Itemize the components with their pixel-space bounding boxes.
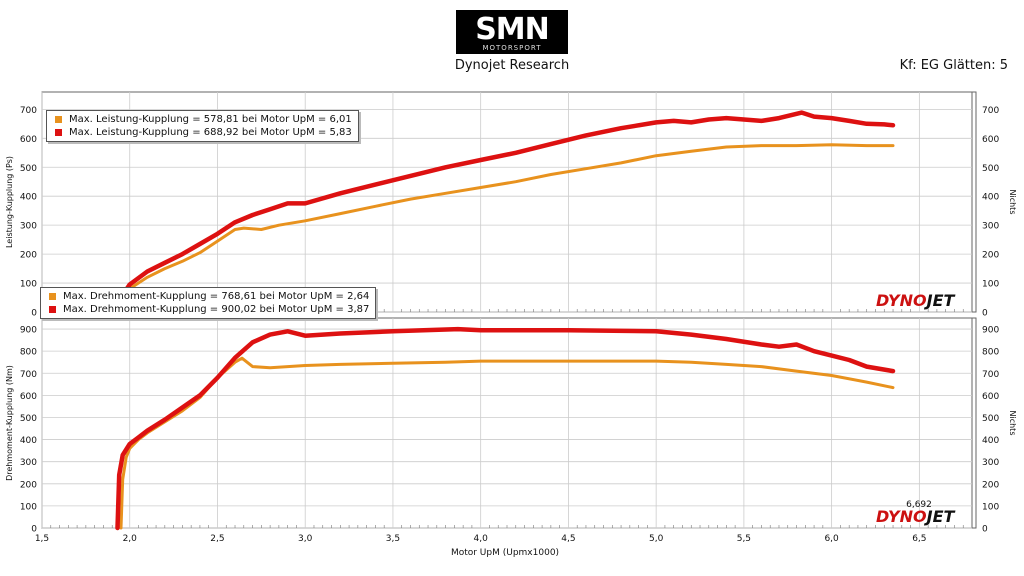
x-tick-label: 6,5 (912, 534, 926, 544)
y-tick-label: 300 (20, 458, 37, 468)
y-tick-label: 0 (31, 309, 37, 319)
y-tick-label-right: 200 (982, 480, 999, 490)
y-tick-label: 600 (20, 392, 37, 402)
y-tick-label: 900 (20, 326, 37, 336)
legend-entry: Max. Leistung-Kupplung = 578,81 bei Moto… (55, 113, 352, 126)
y-axis-label-right: Nichts (1008, 190, 1017, 215)
y-tick-label-right: 600 (982, 135, 999, 145)
chart-subtitle: Dynojet Research (454, 58, 570, 73)
power-legend: Max. Leistung-Kupplung = 578,81 bei Moto… (46, 110, 359, 142)
legend-swatch (49, 293, 56, 300)
y-tick-label: 200 (20, 480, 37, 490)
x-tick-label: 4,5 (561, 534, 575, 544)
y-tick-label-right: 900 (982, 326, 999, 336)
y-tick-label-right: 0 (982, 309, 988, 319)
legend-text: Max. Leistung-Kupplung = 578,81 bei Moto… (69, 114, 352, 125)
y-tick-label-right: 800 (982, 348, 999, 358)
legend-text: Max. Drehmoment-Kupplung = 900,02 bei Mo… (63, 304, 370, 315)
y-tick-label: 300 (20, 222, 37, 232)
x-tick-label: 3,5 (386, 534, 400, 544)
x-tick-label: 2,5 (210, 534, 224, 544)
y-tick-label-right: 100 (982, 502, 999, 512)
y-tick-label-right: 200 (982, 251, 999, 261)
legend-entry: Max. Drehmoment-Kupplung = 900,02 bei Mo… (49, 303, 369, 316)
y-tick-label: 200 (20, 251, 37, 261)
legend-swatch (55, 129, 62, 136)
y-tick-label: 800 (20, 348, 37, 358)
legend-entry: Max. Drehmoment-Kupplung = 768,61 bei Mo… (49, 290, 369, 303)
dynojet-watermark: DYNOJET (876, 507, 956, 526)
series-line-2 (115, 326, 896, 531)
dynojet-watermark: DYNOJET (876, 291, 956, 310)
series-line-1 (119, 143, 895, 302)
x-tick-label: 3,0 (298, 534, 313, 544)
plot-area-1 (41, 317, 973, 529)
smn-motorsport-logo: SMN MOTORSPORT (456, 10, 568, 54)
y-tick-label: 500 (20, 414, 37, 424)
series-line-2 (118, 110, 896, 300)
y-tick-label-right: 400 (982, 436, 999, 446)
y-tick-label-right: 500 (982, 414, 999, 424)
y-axis-label: Leistung-Kupplung (Ps) (5, 156, 14, 248)
x-tick-label: 5,5 (737, 534, 751, 544)
y-tick-label-right: 0 (982, 525, 988, 535)
x-tick-label: 5,0 (649, 534, 664, 544)
y-tick-label-right: 600 (982, 392, 999, 402)
y-tick-label-right: 300 (982, 458, 999, 468)
x-tick-label: 1,5 (35, 534, 49, 544)
x-tick-label: 6,0 (824, 534, 839, 544)
y-tick-label-right: 700 (982, 370, 999, 380)
y-tick-label: 100 (20, 280, 37, 290)
y-tick-label-right: 400 (982, 193, 999, 203)
y-tick-label: 700 (20, 370, 37, 380)
y-tick-label: 100 (20, 502, 37, 512)
logo-text: SMN (475, 12, 549, 47)
torque-legend: Max. Drehmoment-Kupplung = 768,61 bei Mo… (40, 287, 377, 319)
smoothing-label: Kf: EG Glätten: 5 (899, 58, 1008, 73)
right-axis-strip-1 (971, 317, 977, 529)
legend-text: Max. Drehmoment-Kupplung = 768,61 bei Mo… (63, 291, 370, 302)
y-tick-label-right: 700 (982, 106, 999, 116)
y-tick-label: 400 (20, 193, 37, 203)
legend-swatch (55, 116, 62, 123)
y-tick-label: 0 (31, 525, 37, 535)
y-tick-label: 700 (20, 106, 37, 116)
right-axis-strip-0 (971, 91, 977, 313)
y-tick-label: 500 (20, 164, 37, 174)
x-axis-label: Motor UpM (Upmx1000) (451, 548, 559, 558)
cursor-readout: 6,692 (906, 500, 932, 510)
legend-entry: Max. Leistung-Kupplung = 688,92 bei Moto… (55, 126, 352, 139)
logo-subtext: MOTORSPORT (482, 44, 541, 52)
y-tick-label: 600 (20, 135, 37, 145)
y-tick-label-right: 300 (982, 222, 999, 232)
y-tick-label: 400 (20, 436, 37, 446)
legend-text: Max. Leistung-Kupplung = 688,92 bei Moto… (69, 127, 352, 138)
y-tick-label-right: 100 (982, 280, 999, 290)
y-axis-label-right: Nichts (1008, 411, 1017, 436)
y-axis-label: Drehmoment-Kupplung (Nm) (5, 365, 14, 481)
legend-swatch (49, 306, 56, 313)
x-tick-label: 2,0 (123, 534, 138, 544)
x-tick-label: 4,0 (474, 534, 489, 544)
y-tick-label-right: 500 (982, 164, 999, 174)
